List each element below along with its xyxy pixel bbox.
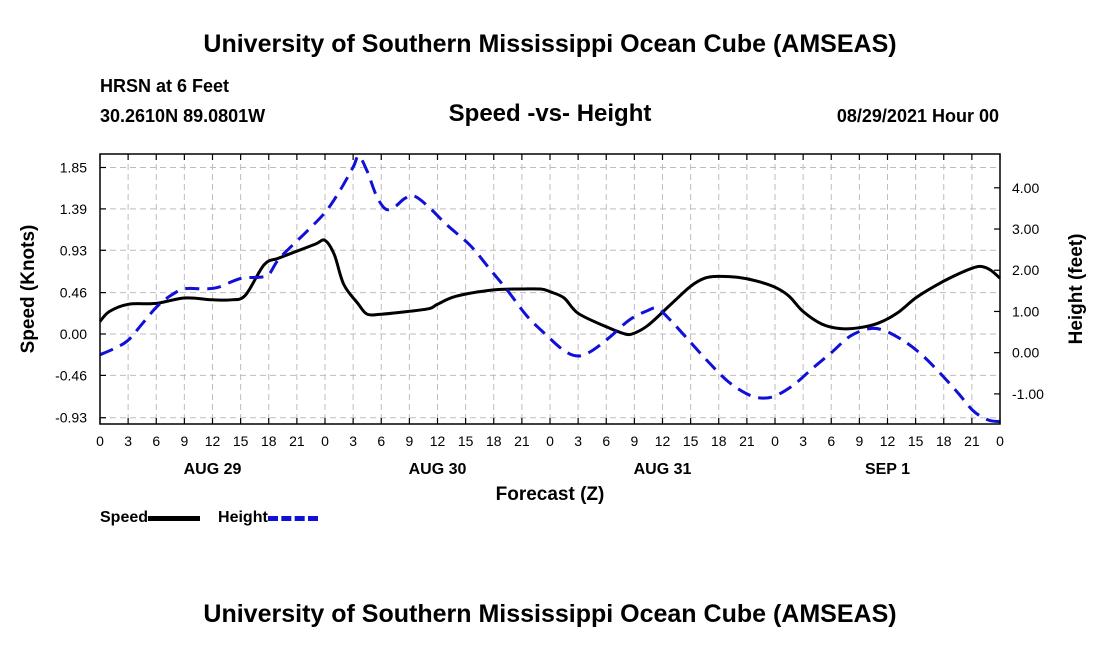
chart-title-bottom: University of Southern Mississippi Ocean… xyxy=(203,600,897,628)
x-tick-label: 15 xyxy=(683,433,699,449)
x-tick-label: 6 xyxy=(377,433,385,449)
x-tick-label: 6 xyxy=(152,433,160,449)
x-tick-label: 9 xyxy=(855,433,863,449)
x-tick-label: 9 xyxy=(180,433,188,449)
x-tick-label: 12 xyxy=(880,433,896,449)
y-tick-label-right: 1.00 xyxy=(1012,303,1039,319)
x-tick-label: 12 xyxy=(205,433,221,449)
x-tick-label: 0 xyxy=(771,433,779,449)
x-day-label: SEP 1 xyxy=(865,461,910,478)
height-series-line xyxy=(99,154,1001,423)
x-tick-label: 0 xyxy=(96,433,104,449)
y-tick-label-left: 0.93 xyxy=(60,242,87,258)
x-tick-label: 3 xyxy=(349,433,357,449)
x-tick-label: 18 xyxy=(936,433,952,449)
y-tick-label-right: 3.00 xyxy=(1012,221,1039,237)
x-tick-label: 21 xyxy=(289,433,305,449)
legend-height-label: Height xyxy=(218,509,268,526)
x-tick-label: 21 xyxy=(514,433,530,449)
legend-speed-swatch xyxy=(148,515,201,521)
chart-title-top: University of Southern Mississippi Ocean… xyxy=(203,30,897,58)
x-day-label: AUG 31 xyxy=(634,461,692,478)
x-tick-label: 12 xyxy=(430,433,446,449)
x-tick-label: 21 xyxy=(739,433,755,449)
x-tick-label: 3 xyxy=(799,433,807,449)
y-tick-label-right: -1.00 xyxy=(1012,386,1044,402)
x-tick-label: 3 xyxy=(124,433,132,449)
x-tick-label: 0 xyxy=(996,433,1004,449)
y-tick-label-left: 0.00 xyxy=(60,326,87,342)
station-label: HRSN at 6 Feet xyxy=(100,76,230,96)
x-tick-label: 12 xyxy=(655,433,671,449)
x-tick-label: 18 xyxy=(261,433,277,449)
legend: Speed Height xyxy=(100,509,336,527)
y-tick-label-left: -0.93 xyxy=(55,410,87,426)
x-tick-label: 9 xyxy=(405,433,413,449)
x-tick-label: 21 xyxy=(964,433,980,449)
speed-series-line xyxy=(98,238,1001,337)
x-tick-label: 0 xyxy=(546,433,554,449)
y-tick-label-left: 0.46 xyxy=(60,285,87,301)
x-tick-label: 15 xyxy=(458,433,474,449)
y-tick-label-left: 1.39 xyxy=(60,201,87,217)
y-axis-label-right: Height (feet) xyxy=(1066,234,1087,345)
x-tick-label: 6 xyxy=(602,433,610,449)
x-tick-label: 3 xyxy=(574,433,582,449)
x-day-label: AUG 30 xyxy=(409,461,467,478)
forecast-datetime: 08/29/2021 Hour 00 xyxy=(836,106,999,126)
y-tick-label-left: -0.46 xyxy=(55,367,87,383)
y-tick-label-right: 2.00 xyxy=(1012,262,1039,278)
legend-speed-label: Speed xyxy=(100,509,149,526)
x-tick-label: 9 xyxy=(630,433,638,449)
station-coordinates: 30.2610N 89.0801W xyxy=(100,106,266,126)
x-tick-label: 18 xyxy=(711,433,727,449)
chart-subtitle: Speed -vs- Height xyxy=(448,100,652,127)
x-tick-label: 15 xyxy=(233,433,249,449)
x-tick-label: 18 xyxy=(486,433,502,449)
x-day-label: AUG 29 xyxy=(184,461,242,478)
x-tick-label: 6 xyxy=(827,433,835,449)
legend-height-swatch xyxy=(267,515,318,521)
x-tick-label: 15 xyxy=(908,433,924,449)
y-tick-label-right: 4.00 xyxy=(1012,180,1039,196)
y-axis-label-left: Speed (Knots) xyxy=(18,225,39,354)
y-tick-label-right: 0.00 xyxy=(1012,345,1039,361)
y-tick-label-left: 1.85 xyxy=(60,160,87,176)
x-tick-label: 0 xyxy=(321,433,329,449)
x-axis-label: Forecast (Z) xyxy=(496,484,605,505)
